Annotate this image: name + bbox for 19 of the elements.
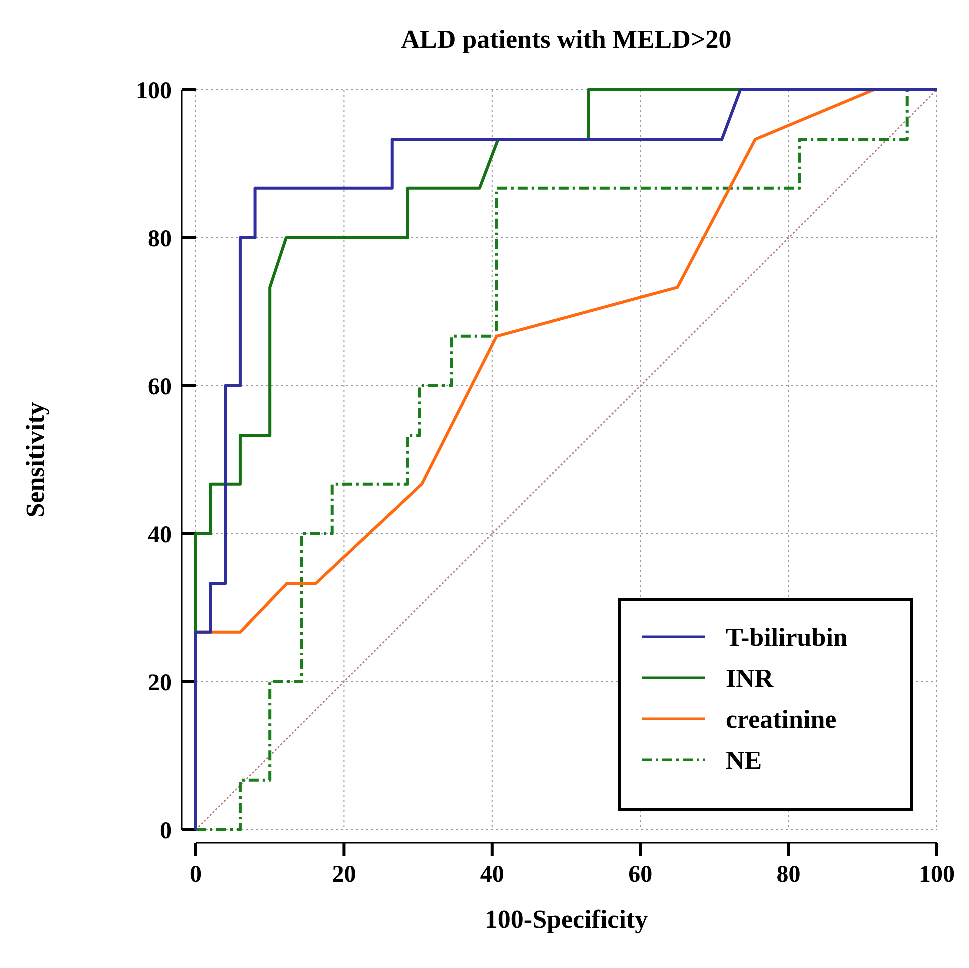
legend-label: T-bilirubin [726, 623, 848, 652]
legend-label: NE [726, 746, 762, 776]
legend-label: creatinine [726, 705, 837, 734]
y-tick-label: 80 [148, 226, 172, 252]
x-tick-label: 80 [776, 862, 801, 888]
x-tick-label: 40 [480, 862, 504, 888]
x-tick-label: 100 [919, 862, 955, 888]
x-tick-label: 0 [190, 862, 202, 888]
x-tick-label: 20 [332, 862, 356, 888]
y-tick-label: 20 [148, 670, 172, 696]
y-axis-title: Sensitivity [21, 402, 50, 518]
legend-label: INR [726, 664, 774, 694]
chart-title: ALD patients with MELD>20 [401, 25, 732, 54]
x-axis-title: 100-Specificity [484, 905, 648, 934]
y-tick-label: 60 [148, 374, 172, 400]
y-tick-label: 100 [136, 78, 172, 104]
x-tick-label: 60 [628, 862, 653, 888]
y-tick-label: 40 [148, 522, 172, 548]
y-tick-label: 0 [160, 818, 172, 844]
